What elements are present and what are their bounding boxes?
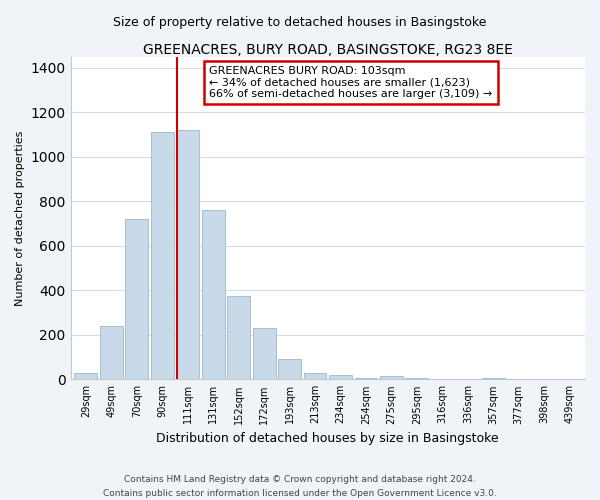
Title: GREENACRES, BURY ROAD, BASINGSTOKE, RG23 8EE: GREENACRES, BURY ROAD, BASINGSTOKE, RG23…	[143, 42, 513, 56]
Text: Contains HM Land Registry data © Crown copyright and database right 2024.
Contai: Contains HM Land Registry data © Crown c…	[103, 476, 497, 498]
X-axis label: Distribution of detached houses by size in Basingstoke: Distribution of detached houses by size …	[157, 432, 499, 445]
Bar	[278, 360, 301, 380]
Bar	[125, 219, 148, 380]
Text: GREENACRES BURY ROAD: 103sqm
← 34% of detached houses are smaller (1,623)
66% of: GREENACRES BURY ROAD: 103sqm ← 34% of de…	[209, 66, 493, 100]
Bar	[482, 378, 505, 380]
Bar	[253, 328, 275, 380]
Bar	[304, 372, 326, 380]
Bar	[151, 132, 173, 380]
Bar	[100, 326, 123, 380]
Bar	[380, 376, 403, 380]
Y-axis label: Number of detached properties: Number of detached properties	[15, 130, 25, 306]
Bar	[176, 130, 199, 380]
Bar	[406, 378, 428, 380]
Text: Size of property relative to detached houses in Basingstoke: Size of property relative to detached ho…	[113, 16, 487, 29]
Bar	[355, 378, 377, 380]
Bar	[227, 296, 250, 380]
Bar	[74, 372, 97, 380]
Bar	[329, 375, 352, 380]
Bar	[202, 210, 224, 380]
